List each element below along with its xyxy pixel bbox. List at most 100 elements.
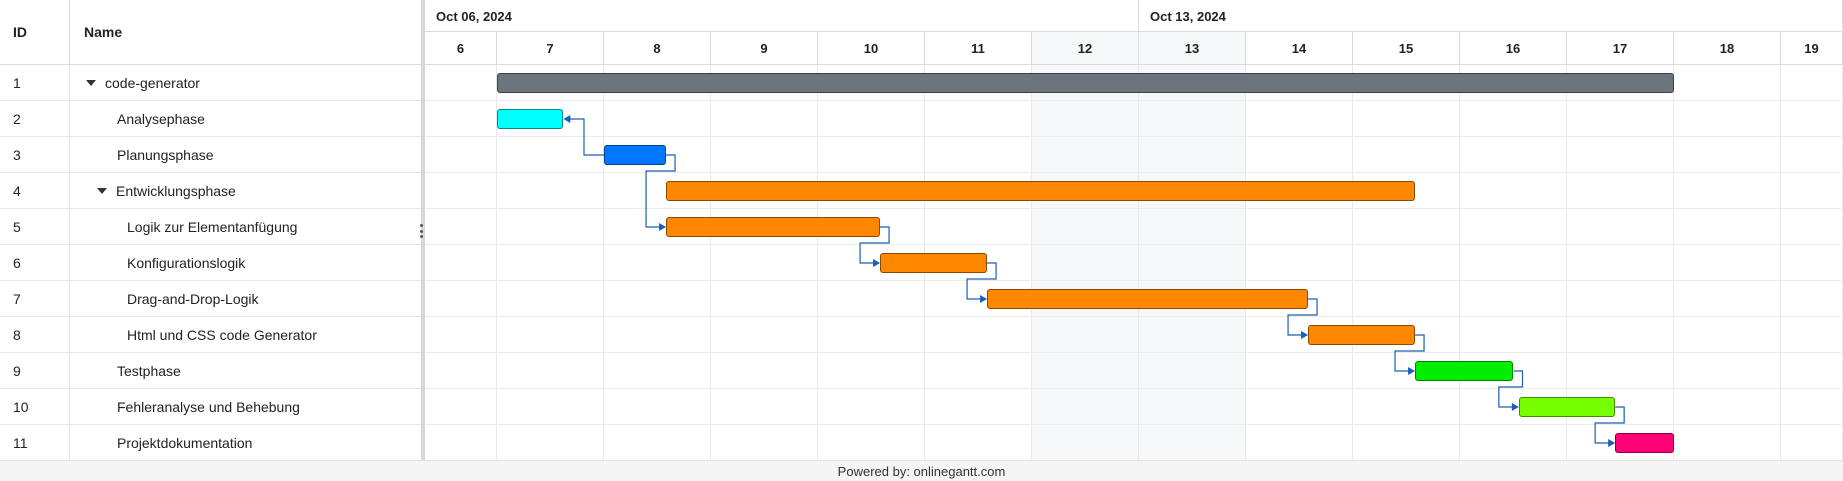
powered-by-text: Powered by: onlinegantt.com [837,463,1006,479]
dependency-line [569,118,604,156]
task-bar[interactable] [1615,433,1674,453]
task-name-cell: Logik zur Elementanfügung [71,209,421,244]
resize-dot [419,229,423,233]
day-column [425,65,497,460]
task-bar[interactable] [497,73,1674,93]
task-name-label: code-generator [105,74,200,91]
dependency-arrow-icon [659,223,667,231]
task-name-cell: Analysephase [71,101,421,136]
dependency-arrow-icon [563,115,571,123]
dependency-arrow-icon [1511,403,1519,411]
day-label: 11 [925,32,1032,64]
task-name-label: Fehleranalyse und Behebung [117,398,300,415]
task-name-cell: Fehleranalyse und Behebung [71,389,421,424]
task-bar[interactable] [666,217,881,237]
task-name-cell: Konfigurationslogik [71,245,421,280]
footer: Powered by: onlinegantt.com [0,460,1843,481]
row-separator [425,136,1843,137]
day-label: 9 [711,32,818,64]
task-id-cell: 6 [0,245,70,280]
day-column [1353,65,1460,460]
day-column [711,65,818,460]
task-name-label: Projektdokumentation [117,434,253,451]
day-label: 7 [497,32,604,64]
task-id-cell: 8 [0,317,70,352]
task-id-cell: 9 [0,353,70,388]
table-row[interactable]: 1 code-generator [0,65,421,101]
day-column [925,65,1032,460]
table-row[interactable]: 10 Fehleranalyse und Behebung [0,389,421,425]
day-column [1139,65,1246,460]
row-separator [425,280,1843,281]
table-row[interactable]: 7 Drag-and-Drop-Logik [0,281,421,317]
task-id-cell: 3 [0,137,70,172]
task-name-cell: Drag-and-Drop-Logik [71,281,421,316]
day-label: 16 [1460,32,1567,64]
day-label: 12 [1032,32,1139,64]
gantt-chart: Oct 06, 2024 Oct 13, 2024 6 7 8 9 10 11 12 13 14 1… [425,0,1843,461]
task-bar[interactable] [1518,397,1616,417]
dependency-arrow-icon [873,259,881,267]
table-row[interactable]: 11 Projektdokumentation [0,425,421,461]
row-separator [425,208,1843,209]
day-label: 15 [1353,32,1460,64]
dependency-line [1498,370,1524,408]
collapse-caret-icon[interactable] [97,187,107,194]
table-row[interactable]: 2 Analysephase [0,101,421,137]
table-row[interactable]: 4 Entwicklungsphase [0,173,421,209]
task-name-cell: Html und CSS code Generator [71,317,421,352]
dependency-arrow-icon [980,295,988,303]
task-name-cell: Projektdokumentation [71,425,421,460]
id-column-header[interactable]: ID [0,0,70,64]
task-id-cell: 2 [0,101,70,136]
task-id-cell: 10 [0,389,70,424]
task-bar[interactable] [497,109,564,129]
row-separator [425,352,1843,353]
day-column [1567,65,1674,460]
resize-dot [419,235,423,238]
day-column [497,65,604,460]
task-grid: ID Name 1 code-generator 2 Analysephase 3 Pla… [0,0,425,461]
task-bar[interactable] [604,145,667,165]
row-separator [425,316,1843,317]
task-bar[interactable] [666,181,1416,201]
table-row[interactable]: 3 Planungsphase [0,137,421,173]
table-row[interactable]: 6 Konfigurationslogik [0,245,421,281]
row-separator [425,388,1843,389]
task-name-label: Entwicklungsphase [116,182,236,199]
task-bar[interactable] [987,289,1309,309]
task-id-cell: 1 [0,65,70,100]
table-row[interactable]: 8 Html und CSS code Generator [0,317,421,353]
task-id-cell: 11 [0,425,70,460]
dependency-links [563,115,1625,447]
name-column-header[interactable]: Name [84,24,123,40]
row-separator [425,424,1843,425]
day-column [1460,65,1567,460]
grid-resize-handle[interactable] [419,224,423,238]
task-name-label: Logik zur Elementanfügung [127,218,298,235]
day-label: 14 [1246,32,1353,64]
day-label: 6 [425,32,497,64]
task-name-label: Testphase [117,362,181,379]
collapse-caret-icon[interactable] [86,79,96,86]
task-name-label: Drag-and-Drop-Logik [127,290,259,307]
task-id-cell: 7 [0,281,70,316]
row-separator [425,172,1843,173]
dependency-line [1594,406,1625,444]
task-bar[interactable] [880,253,988,273]
day-scale: 6 7 8 9 10 11 12 13 14 15 16 17 18 19 [425,32,1843,65]
dependency-arrow-icon [1608,439,1616,447]
task-bar[interactable] [1415,361,1514,381]
table-row[interactable]: 5 Logik zur Elementanfügung [0,209,421,245]
grid-header: ID Name [0,0,421,65]
dependency-line [859,226,890,264]
task-name-label: Konfigurationslogik [127,254,246,271]
dependency-arrow-icon [1301,331,1309,339]
task-name-cell: code-generator [71,65,421,100]
row-separator [425,100,1843,101]
day-column [1032,65,1139,460]
table-row[interactable]: 9 Testphase [0,353,421,389]
row-separator [425,244,1843,245]
day-label: 17 [1567,32,1674,64]
task-bar[interactable] [1308,325,1416,345]
